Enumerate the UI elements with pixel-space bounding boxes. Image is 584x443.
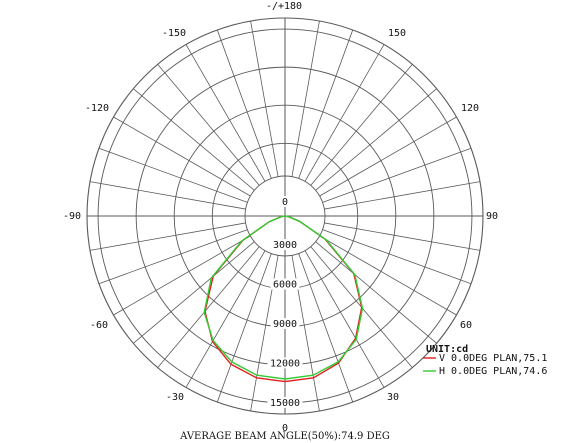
grid-spoke (185, 250, 266, 388)
radial-label-backdrop (270, 278, 300, 290)
grid-spoke (319, 116, 457, 197)
polar-grid (86, 17, 484, 415)
grid-spoke (298, 253, 354, 403)
radial-label-backdrop (279, 196, 291, 207)
grid-spoke (185, 44, 266, 182)
angle-label: 60 (460, 320, 472, 331)
grid-spoke (89, 181, 246, 210)
average-beam-angle-label: AVERAGE BEAM ANGLE(50%):74.9 DEG (179, 431, 390, 442)
legend-label: V 0.0DEG PLAN,75.1 (439, 353, 547, 364)
grid-spoke (304, 44, 385, 182)
angle-label: -30 (166, 392, 184, 403)
grid-spoke (315, 241, 437, 344)
unit-label: UNIT:cd (426, 344, 468, 355)
angle-label: 0 (282, 423, 288, 434)
grid-spoke (315, 88, 437, 191)
grid-spoke (324, 222, 481, 251)
angle-label: -120 (85, 103, 109, 114)
legend-label: H 0.0DEG PLAN,74.6 (439, 366, 547, 377)
grid-spoke (324, 181, 481, 210)
angle-label: -150 (162, 28, 186, 39)
grid-spoke (98, 147, 248, 203)
angle-tick-labels: -/+180 -150 150 -120 120 -90 90 -60 60 -30 30 0 (63, 1, 498, 434)
radial-label: 6000 (273, 280, 297, 291)
grid-spoke (98, 229, 248, 285)
radial-label-backdrop (270, 239, 300, 250)
grid-spoke (157, 64, 260, 186)
grid-spoke (322, 229, 472, 285)
grid-spoke (304, 250, 385, 388)
radial-label-backdrop (267, 397, 303, 408)
angle-label: 150 (388, 28, 406, 39)
grid-spoke (157, 246, 260, 368)
grid-spoke (250, 20, 279, 177)
radial-label: 9000 (273, 319, 297, 330)
grid-spoke (133, 88, 255, 191)
grid-spoke (216, 253, 272, 403)
series-curve-h-plan (203, 215, 364, 380)
grid-spoke (216, 29, 272, 179)
grid-spoke (113, 235, 251, 316)
grid-spoke (319, 235, 457, 316)
grid-spoke (322, 147, 472, 203)
grid-spoke (113, 116, 251, 197)
grid-spoke (298, 29, 354, 179)
radial-label: 12000 (270, 359, 300, 370)
radial-label: 0 (282, 197, 288, 208)
radial-label-backdrop (270, 318, 300, 329)
angle-label: -90 (63, 211, 81, 222)
radial-label: 3000 (273, 240, 297, 251)
angle-label: 120 (461, 103, 479, 114)
angle-label: 30 (387, 392, 399, 403)
angle-label: 90 (486, 211, 498, 222)
intensity-curves (203, 215, 364, 383)
grid-spoke (89, 222, 246, 251)
radial-tick-labels: 0 3000 6000 9000 12000 15000 (267, 196, 303, 409)
legend: V 0.0DEG PLAN,75.1 H 0.0DEG PLAN,74.6 (423, 353, 547, 377)
radial-label-backdrop (267, 357, 303, 369)
angle-label: -/+180 (266, 1, 302, 12)
radial-label: 15000 (270, 398, 300, 409)
grid-spoke (291, 20, 320, 177)
grid-spoke (310, 64, 413, 186)
angle-label: -60 (90, 320, 108, 331)
grid-spoke (133, 241, 255, 344)
